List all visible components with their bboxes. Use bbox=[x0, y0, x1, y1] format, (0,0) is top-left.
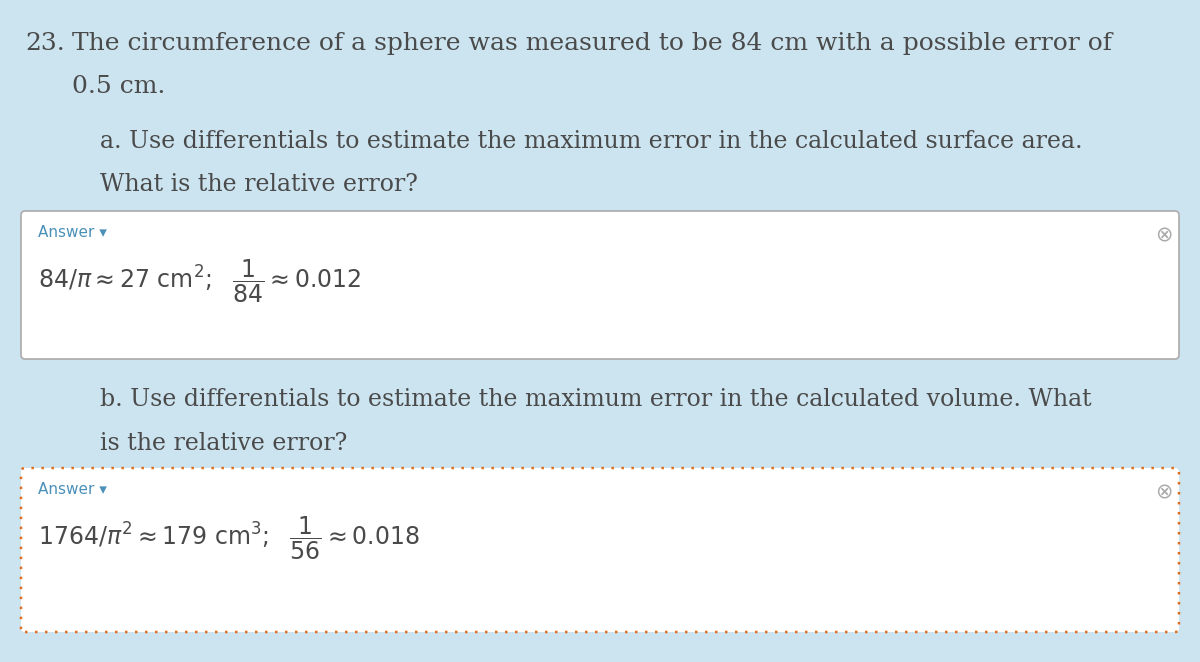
Text: What is the relative error?: What is the relative error? bbox=[100, 173, 418, 196]
Text: 23.: 23. bbox=[25, 32, 65, 55]
Text: The circumference of a sphere was measured to be 84 cm with a possible error of: The circumference of a sphere was measur… bbox=[72, 32, 1112, 55]
Text: 0.5 cm.: 0.5 cm. bbox=[72, 75, 166, 98]
FancyBboxPatch shape bbox=[22, 211, 1178, 359]
FancyBboxPatch shape bbox=[22, 468, 1178, 632]
Text: $1764/\pi^2 \approx 179\ \mathrm{cm}^3;\ \ \dfrac{1}{56} \approx 0.018$: $1764/\pi^2 \approx 179\ \mathrm{cm}^3;\… bbox=[38, 515, 420, 563]
Text: is the relative error?: is the relative error? bbox=[100, 432, 347, 455]
Text: Answer ▾: Answer ▾ bbox=[38, 225, 107, 240]
Text: ⊗: ⊗ bbox=[1154, 482, 1172, 502]
Text: ⊗: ⊗ bbox=[1154, 225, 1172, 245]
Text: $84/\pi \approx 27\ \mathrm{cm}^2;\ \ \dfrac{1}{84} \approx 0.012$: $84/\pi \approx 27\ \mathrm{cm}^2;\ \ \d… bbox=[38, 258, 361, 305]
Text: b. Use differentials to estimate the maximum error in the calculated volume. Wha: b. Use differentials to estimate the max… bbox=[100, 388, 1092, 411]
Text: a. Use differentials to estimate the maximum error in the calculated surface are: a. Use differentials to estimate the max… bbox=[100, 130, 1082, 153]
Text: Answer ▾: Answer ▾ bbox=[38, 482, 107, 497]
